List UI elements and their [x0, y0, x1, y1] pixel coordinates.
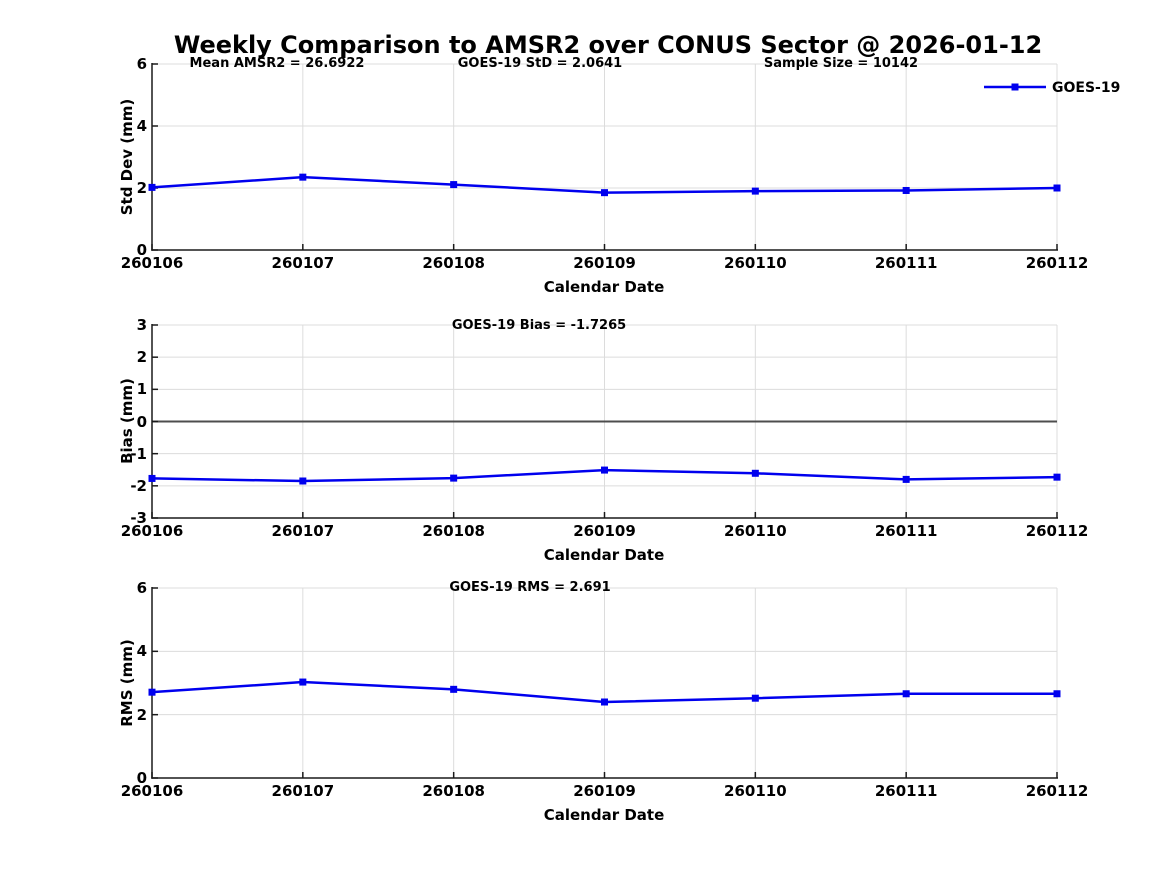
data-point-marker — [601, 466, 608, 474]
y-tick-label: 4 — [136, 117, 147, 135]
y-tick-label: 0 — [136, 241, 147, 259]
annotation-goes19-bias: GOES-19 Bias = -1.7265 — [451, 318, 627, 333]
x-tick-label: 260107 — [271, 522, 335, 540]
x-tick-label: 260110 — [724, 782, 787, 800]
x-axis-label-2: Calendar Date — [543, 546, 665, 564]
x-tick-label: 260107 — [271, 254, 335, 272]
x-tick-label: 260111 — [874, 254, 938, 272]
data-point-marker — [299, 477, 307, 485]
x-tick-label: 260112 — [1025, 782, 1089, 800]
x-axis-label-1: Calendar Date — [543, 278, 665, 296]
data-point-marker — [1053, 690, 1061, 698]
data-point-marker — [751, 469, 759, 477]
data-point-marker — [1053, 473, 1061, 481]
y-tick-label: -1 — [130, 444, 147, 463]
x-tick-label: 260107 — [271, 782, 335, 800]
x-tick-label: 260111 — [874, 522, 938, 540]
data-point-marker — [299, 678, 307, 686]
y-tick-label: 0 — [136, 412, 147, 431]
y-tick-label: -3 — [130, 509, 147, 527]
data-point-marker — [148, 688, 156, 696]
legend-label: GOES-19 — [1052, 80, 1121, 96]
y-tick-label: 2 — [136, 348, 147, 367]
y-tick-label: -2 — [130, 476, 147, 495]
x-tick-label: 260110 — [724, 254, 787, 272]
y-tick-label: 2 — [136, 179, 147, 197]
data-point-marker — [299, 173, 307, 181]
x-tick-label: 260106 — [120, 254, 184, 272]
x-tick-label: 260112 — [1025, 522, 1089, 540]
y-tick-label: 3 — [136, 316, 147, 334]
x-tick-label: 260109 — [573, 782, 636, 800]
y-tick-label: 4 — [136, 642, 147, 661]
data-point-marker — [450, 685, 458, 693]
data-point-marker — [601, 189, 608, 197]
annotation-mean-amsr2: Mean AMSR2 = 26.6922 — [189, 56, 365, 71]
data-point-marker — [148, 183, 156, 191]
data-point-marker — [1053, 184, 1061, 192]
y-tick-label: 2 — [136, 705, 147, 724]
legend-marker — [1011, 83, 1019, 91]
y-tick-label: 1 — [136, 380, 147, 399]
x-tick-label: 260111 — [874, 782, 938, 800]
x-tick-label: 260109 — [573, 254, 636, 272]
y-axis-label-stddev: Std Dev (mm) — [118, 98, 136, 216]
data-point-marker — [751, 694, 759, 702]
annotation-goes19-rms: GOES-19 RMS = 2.691 — [449, 580, 611, 595]
y-tick-label: 6 — [136, 55, 147, 73]
x-tick-label: 260108 — [422, 522, 485, 540]
data-point-marker — [601, 698, 608, 706]
data-point-marker — [902, 186, 910, 194]
annotation-goes19-std: GOES-19 StD = 2.0641 — [457, 56, 623, 71]
x-tick-label: 260109 — [573, 522, 636, 540]
data-point-marker — [450, 181, 458, 189]
chart-title: Weekly Comparison to AMSR2 over CONUS Se… — [173, 31, 1043, 59]
y-tick-label: 0 — [136, 769, 147, 787]
x-tick-label: 260106 — [120, 522, 184, 540]
x-tick-label: 260110 — [724, 522, 787, 540]
x-axis-label-3: Calendar Date — [543, 806, 665, 824]
data-point-marker — [751, 187, 759, 195]
data-point-marker — [902, 475, 910, 483]
x-tick-label: 260112 — [1025, 254, 1089, 272]
data-point-marker — [450, 474, 458, 482]
data-point-marker — [902, 690, 910, 698]
x-tick-label: 260108 — [422, 782, 485, 800]
x-tick-label: 260108 — [422, 254, 485, 272]
data-point-marker — [148, 474, 156, 482]
y-tick-label: 6 — [136, 579, 147, 597]
x-tick-label: 260106 — [120, 782, 184, 800]
annotation-sample-size: Sample Size = 10142 — [763, 56, 919, 71]
